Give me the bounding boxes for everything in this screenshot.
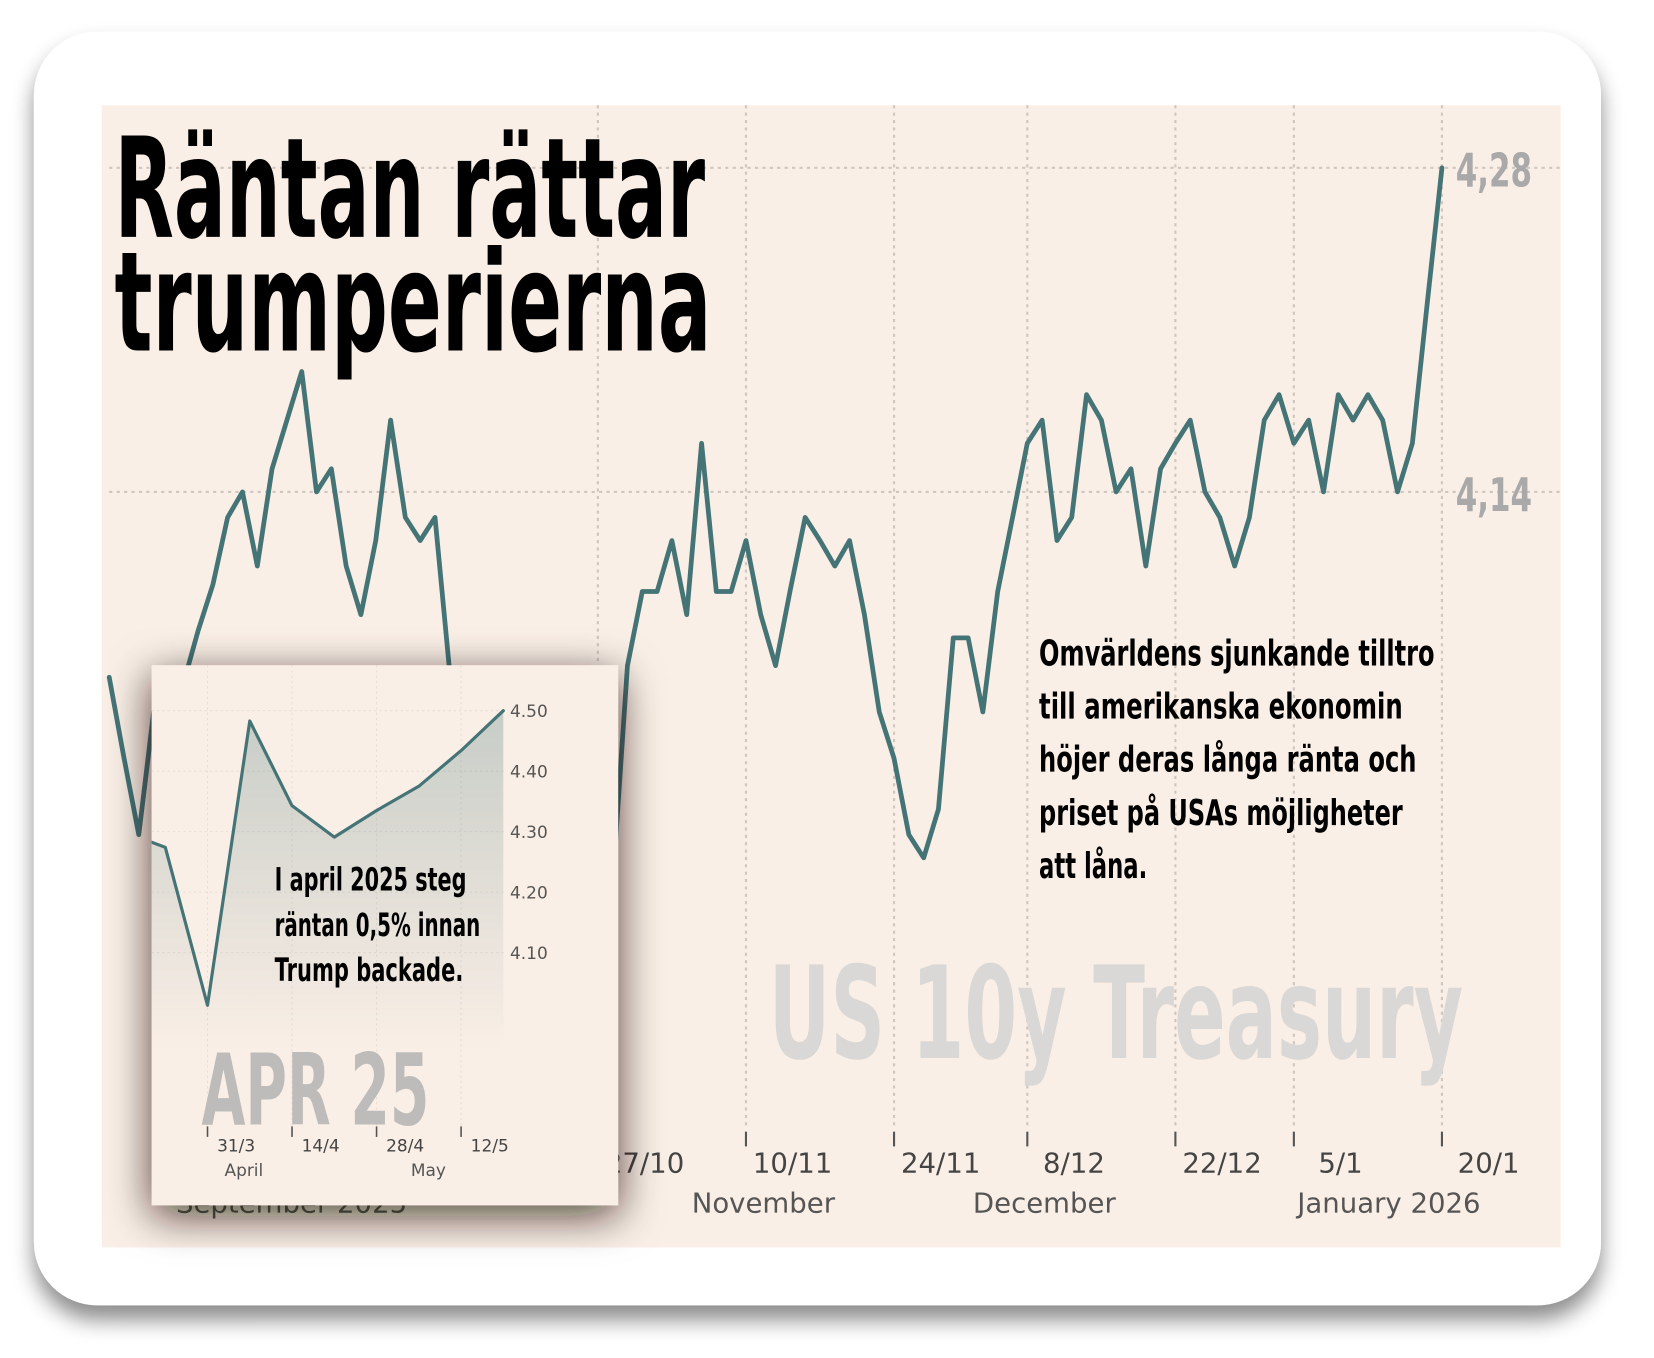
x-tick-label: 31/3	[217, 1136, 255, 1156]
annotation: priset på USAs möjligheter	[1039, 793, 1403, 834]
annotation: räntan 0,5% innan	[275, 908, 481, 944]
watermark: APR 25	[201, 1034, 429, 1149]
y-tick-label: 4.10	[510, 943, 548, 963]
x-tick-label: 10/11	[753, 1149, 832, 1180]
month-label: January 2026	[1295, 1189, 1480, 1220]
y-tick-label: 4,28	[1456, 144, 1532, 198]
month-label: December	[973, 1189, 1117, 1220]
chart-title: Räntan rättar	[115, 108, 706, 269]
line	[151, 709, 505, 1007]
month-label: April	[224, 1160, 263, 1180]
annotation: Trump backade.	[275, 953, 464, 989]
inset-chart: 4.50 4.40 4.30 4.20 4.10 31/3 14/4 28/4 12/5 Apri…	[151, 665, 619, 1206]
inset-plot: 4.50 4.40 4.30 4.20 4.10 31/3 14/4 28/4 12/5 Apri…	[151, 665, 548, 1180]
y-tick-label: 4,14	[1456, 468, 1532, 522]
x-tick-label: 14/4	[302, 1136, 340, 1156]
annotation: I april 2025 steg	[275, 863, 467, 899]
y-tick-label: 4.50	[510, 701, 548, 721]
watermark: US 10y Treasury	[769, 939, 1463, 1088]
x-tick-label: 12/5	[471, 1136, 509, 1156]
annotation: höjer deras långa ränta och	[1039, 740, 1416, 781]
x-tick-label: 5/1	[1318, 1149, 1362, 1180]
line	[106, 165, 1445, 886]
month-label: November	[692, 1189, 836, 1220]
chart-title: trumperierna	[115, 222, 712, 383]
annotation: Omvärldens sjunkande tilltro	[1039, 633, 1434, 674]
y-tick-label: 4.40	[510, 762, 548, 782]
annotation: att låna.	[1039, 846, 1147, 887]
y-tick-label: 4.20	[510, 883, 548, 903]
x-tick-label: 20/1	[1458, 1149, 1520, 1180]
x-tick-label: 24/11	[901, 1149, 980, 1180]
x-tick-label: 8/12	[1043, 1149, 1105, 1180]
x-tick-label: 22/12	[1182, 1149, 1261, 1180]
annotation: till amerikanska ekonomin	[1039, 687, 1403, 728]
y-tick-label: 4.30	[510, 822, 548, 842]
x-tick-label: 28/4	[386, 1136, 424, 1156]
month-label: May	[411, 1160, 446, 1180]
